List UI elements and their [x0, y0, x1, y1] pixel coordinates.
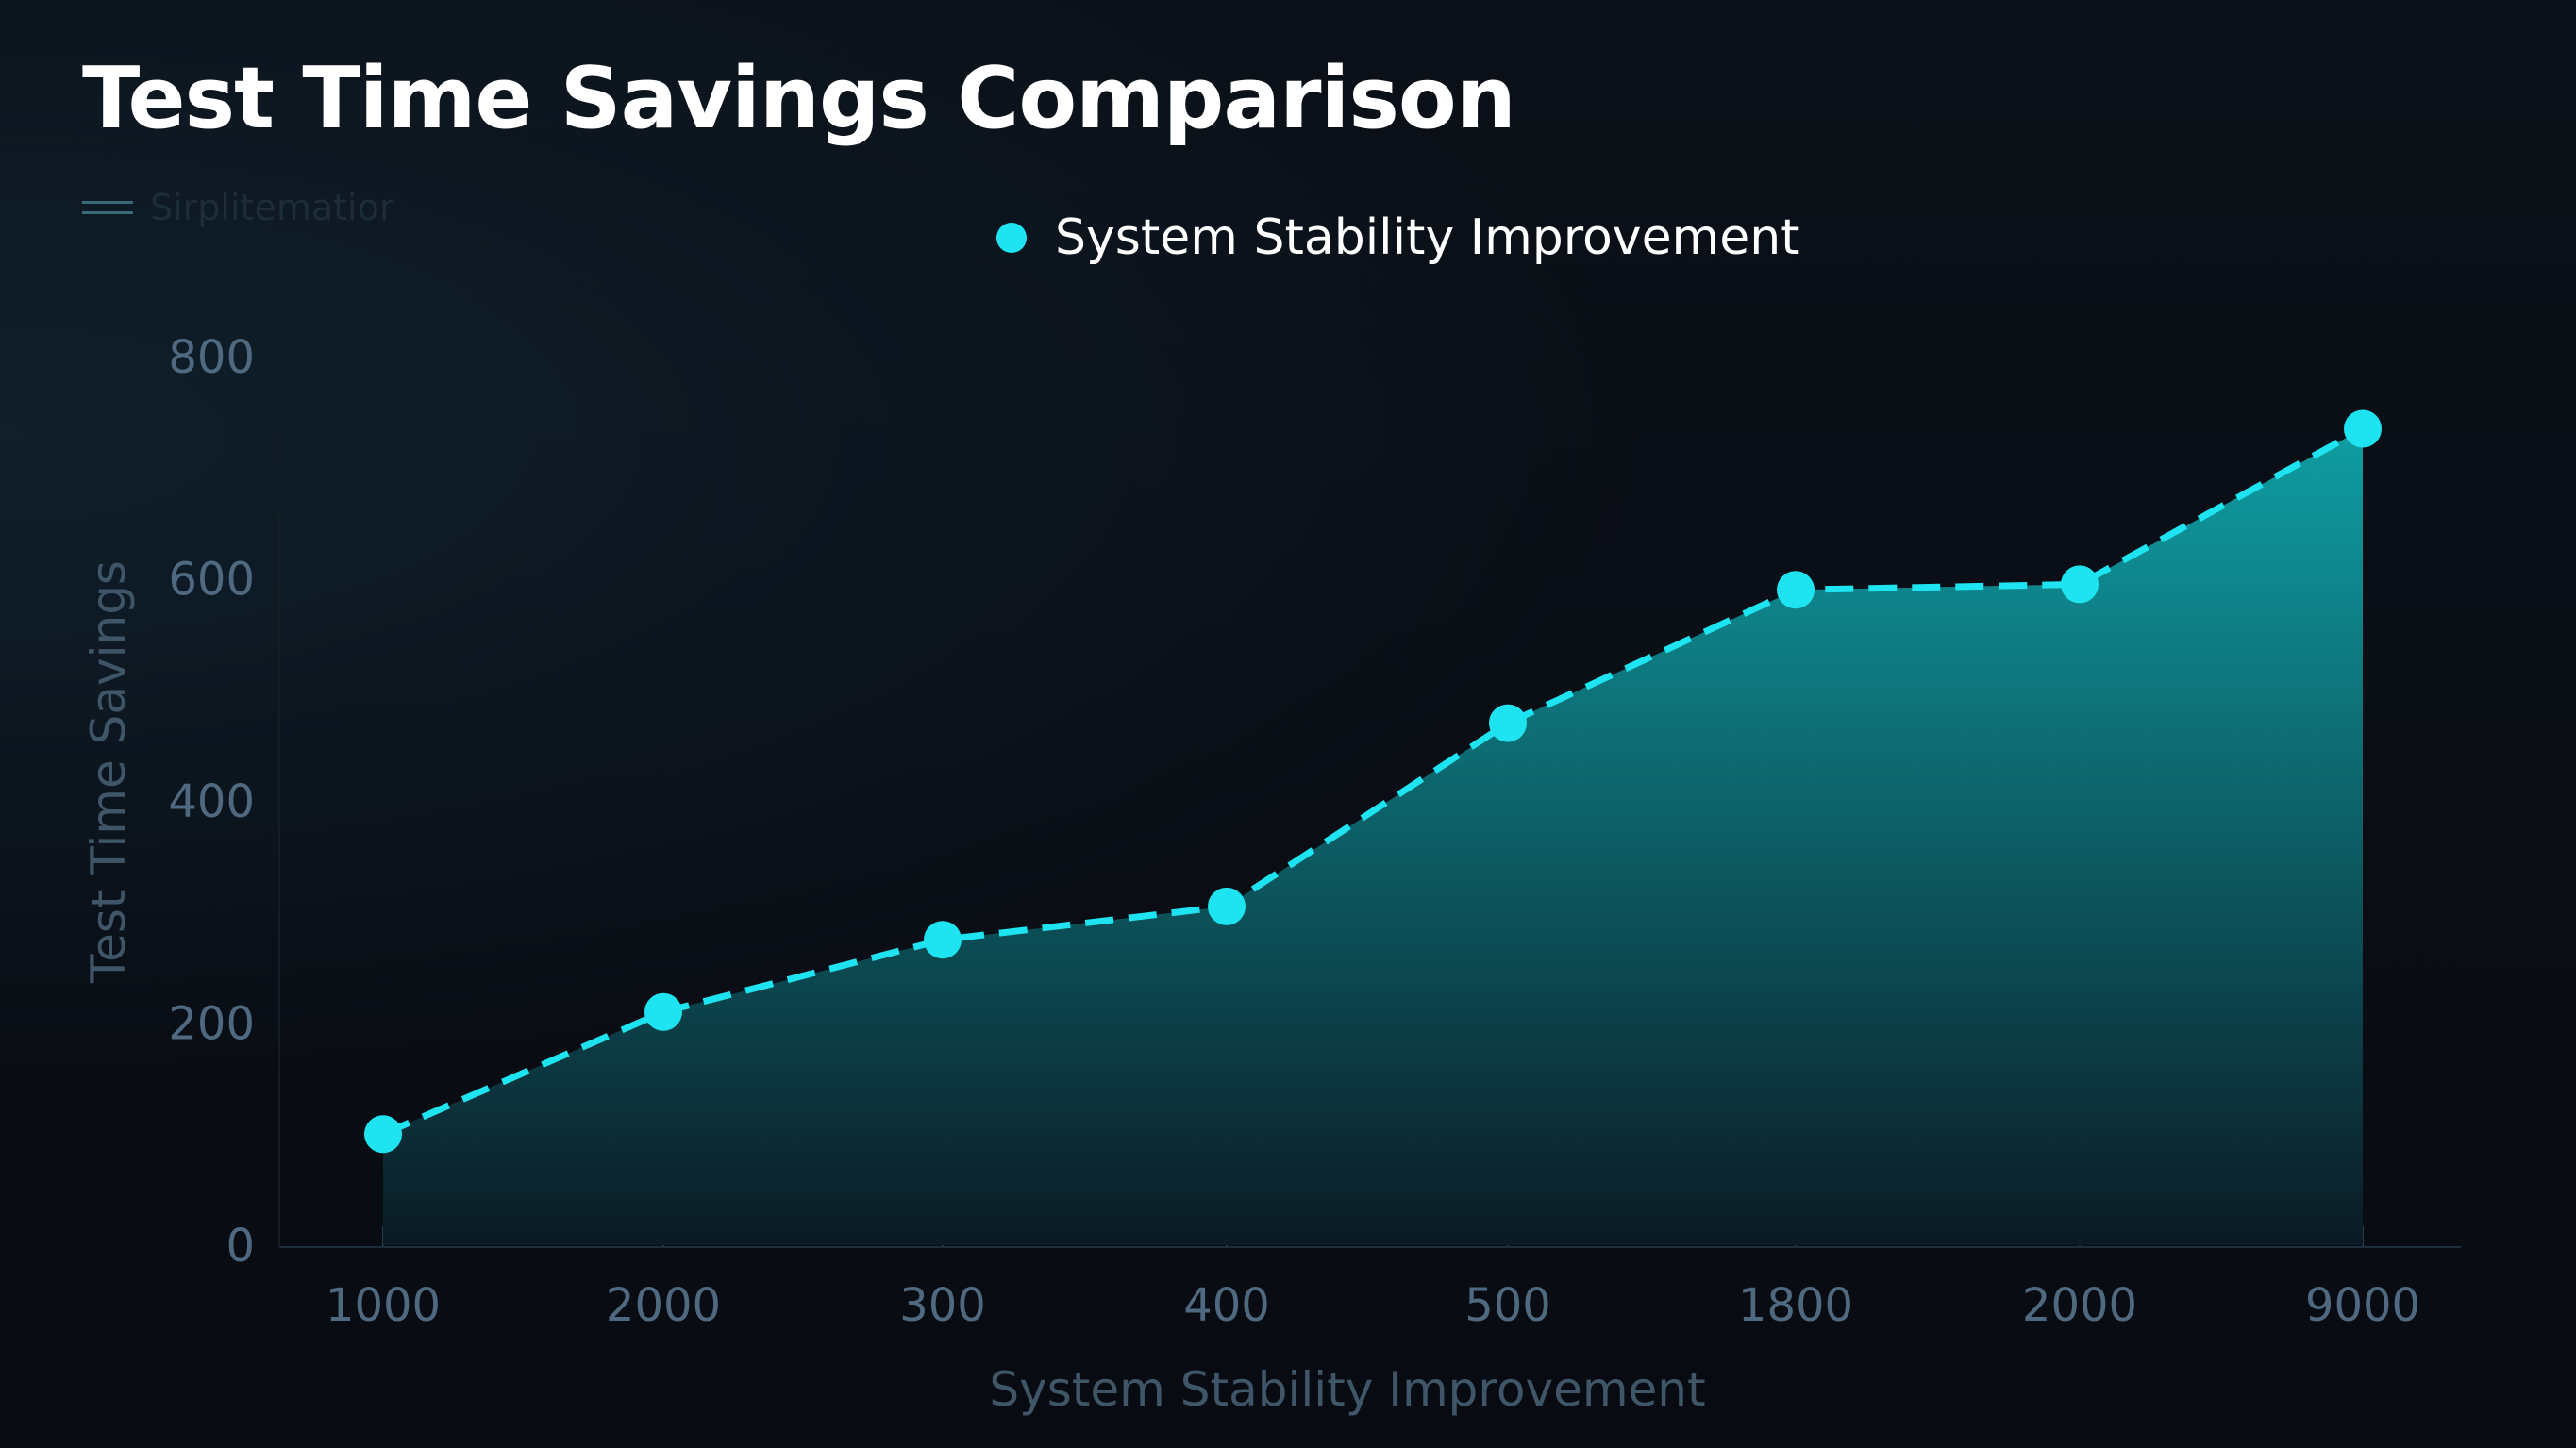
data-point[interactable]	[2344, 409, 2382, 448]
legend[interactable]: System Stability Improvement	[996, 209, 1800, 266]
y-tick-label: 600	[168, 554, 255, 607]
faint-legend-item: Sirplitematior	[82, 187, 393, 228]
x-tick-label: 1000	[326, 1279, 441, 1332]
data-point[interactable]	[2061, 565, 2099, 604]
x-tick-label: 500	[1464, 1279, 1551, 1332]
y-axis-title: Test Time Savings	[81, 560, 136, 984]
data-point[interactable]	[924, 921, 962, 959]
y-tick-label: 800	[168, 331, 255, 384]
data-point[interactable]	[364, 1115, 402, 1154]
y-tick-label: 400	[168, 775, 255, 828]
series-line	[381, 425, 2365, 1138]
y-tick-label: 200	[168, 998, 255, 1051]
data-point[interactable]	[1777, 571, 1815, 609]
x-tick-label: 2000	[606, 1279, 721, 1332]
legend-label: System Stability Improvement	[1055, 209, 1800, 266]
faint-legend-label: Sirplitematior	[150, 187, 394, 228]
legend-marker-icon	[996, 223, 1027, 253]
x-tick-label: 400	[1183, 1279, 1270, 1332]
x-tick-label: 1800	[1738, 1279, 1853, 1332]
area-fill	[383, 428, 2363, 1246]
data-point[interactable]	[644, 992, 682, 1031]
x-tick-label: 9000	[2305, 1279, 2420, 1332]
chart-title: Test Time Savings Comparison	[82, 49, 1516, 148]
x-tick-label: 2000	[2022, 1279, 2137, 1332]
x-tick-label: 300	[899, 1279, 986, 1332]
x-axis-title: System Stability Improvement	[989, 1362, 1705, 1417]
data-point[interactable]	[1208, 887, 1246, 925]
legend-swatch-line	[82, 201, 133, 214]
data-point[interactable]	[1489, 704, 1527, 742]
y-tick-label: 0	[226, 1220, 255, 1273]
